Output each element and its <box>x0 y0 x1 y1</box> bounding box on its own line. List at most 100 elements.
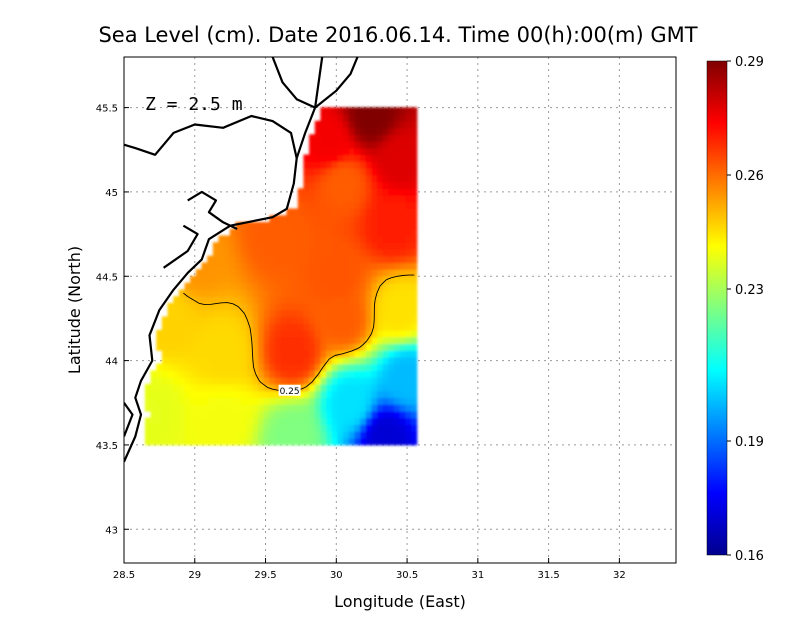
field-cell <box>320 221 327 230</box>
field-cell <box>320 262 327 270</box>
field-cell <box>348 390 356 399</box>
field-cell <box>161 424 169 432</box>
field-cell <box>411 242 418 250</box>
field-cell <box>337 221 344 230</box>
field-cell <box>235 262 242 270</box>
field-cell <box>235 316 242 324</box>
field-cell <box>343 215 350 223</box>
field-cell <box>399 221 406 230</box>
field-cell <box>229 363 237 372</box>
field-cell <box>377 181 384 189</box>
field-cell <box>411 107 418 115</box>
field-cell <box>286 377 293 385</box>
field-cell <box>405 275 412 284</box>
field-cell <box>326 370 333 378</box>
field-cell <box>235 242 242 250</box>
field-cell <box>382 181 389 189</box>
field-cell <box>360 302 367 311</box>
field-cell <box>348 255 356 264</box>
field-cell <box>348 242 356 250</box>
field-cell <box>360 147 367 156</box>
field-cell <box>371 282 378 291</box>
field-cell <box>297 404 305 412</box>
field-cell <box>303 431 310 439</box>
field-cell <box>173 377 180 385</box>
field-cell <box>360 437 367 446</box>
field-cell <box>207 262 214 270</box>
field-cell <box>382 343 389 351</box>
field-cell <box>218 316 225 324</box>
field-cell <box>229 235 237 243</box>
field-cell <box>399 424 406 432</box>
field-cell <box>365 221 372 230</box>
field-cell <box>184 356 191 365</box>
field-cell <box>275 370 282 378</box>
field-cell <box>207 410 214 419</box>
field-cell <box>309 370 316 378</box>
field-cell <box>212 309 220 318</box>
field-cell <box>309 235 316 243</box>
field-cell <box>303 248 310 257</box>
field-cell <box>280 397 288 405</box>
field-cell <box>360 255 367 264</box>
field-cell <box>399 296 406 304</box>
field-cell <box>365 248 372 257</box>
field-cell <box>382 134 389 142</box>
field-cell <box>292 282 299 291</box>
field-cell <box>229 262 237 270</box>
field-cell <box>275 262 282 270</box>
field-cell <box>280 221 288 230</box>
field-cell <box>331 431 339 439</box>
field-cell <box>144 383 152 392</box>
field-cell <box>337 282 344 291</box>
field-cell <box>269 235 276 243</box>
field-cell <box>388 262 395 270</box>
field-cell <box>201 417 208 425</box>
field-cell <box>405 336 412 345</box>
field-cell <box>411 221 418 230</box>
field-cell <box>275 417 282 425</box>
field-cell <box>229 275 237 284</box>
field-cell <box>229 356 237 365</box>
field-cell <box>224 417 231 425</box>
field-cell <box>394 424 401 432</box>
field-cell <box>275 221 282 230</box>
field-cell <box>314 437 322 446</box>
field-cell <box>394 168 401 176</box>
field-cell <box>411 235 418 243</box>
field-cell <box>275 336 282 345</box>
field-cell <box>241 329 248 338</box>
colorbar-tick-label: 0.16 <box>735 549 764 564</box>
field-cell <box>207 269 214 277</box>
field-cell <box>156 410 163 419</box>
field-cell <box>377 336 384 345</box>
field-cell <box>326 363 333 372</box>
field-cell <box>241 424 248 432</box>
field-cell <box>337 302 344 311</box>
field-cell <box>411 363 418 372</box>
field-cell <box>343 221 350 230</box>
field-cell <box>399 154 406 162</box>
field-cell <box>348 336 356 345</box>
field-cell <box>280 255 288 264</box>
field-cell <box>161 323 169 331</box>
field-cell <box>320 147 327 156</box>
field-cell <box>348 248 356 257</box>
field-cell <box>320 201 327 210</box>
field-cell <box>297 228 305 237</box>
field-cell <box>331 275 339 284</box>
field-cell <box>207 390 214 399</box>
field-cell <box>218 431 225 439</box>
field-cell <box>411 329 418 338</box>
field-cell <box>241 377 248 385</box>
field-cell <box>150 370 157 378</box>
field-cell <box>150 383 157 392</box>
field-cell <box>156 424 163 432</box>
field-cell <box>394 363 401 372</box>
field-cell <box>326 329 333 338</box>
field-cell <box>354 404 361 412</box>
field-cell <box>218 350 225 358</box>
field-cell <box>382 242 389 250</box>
field-cell <box>343 431 350 439</box>
field-cell <box>331 302 339 311</box>
